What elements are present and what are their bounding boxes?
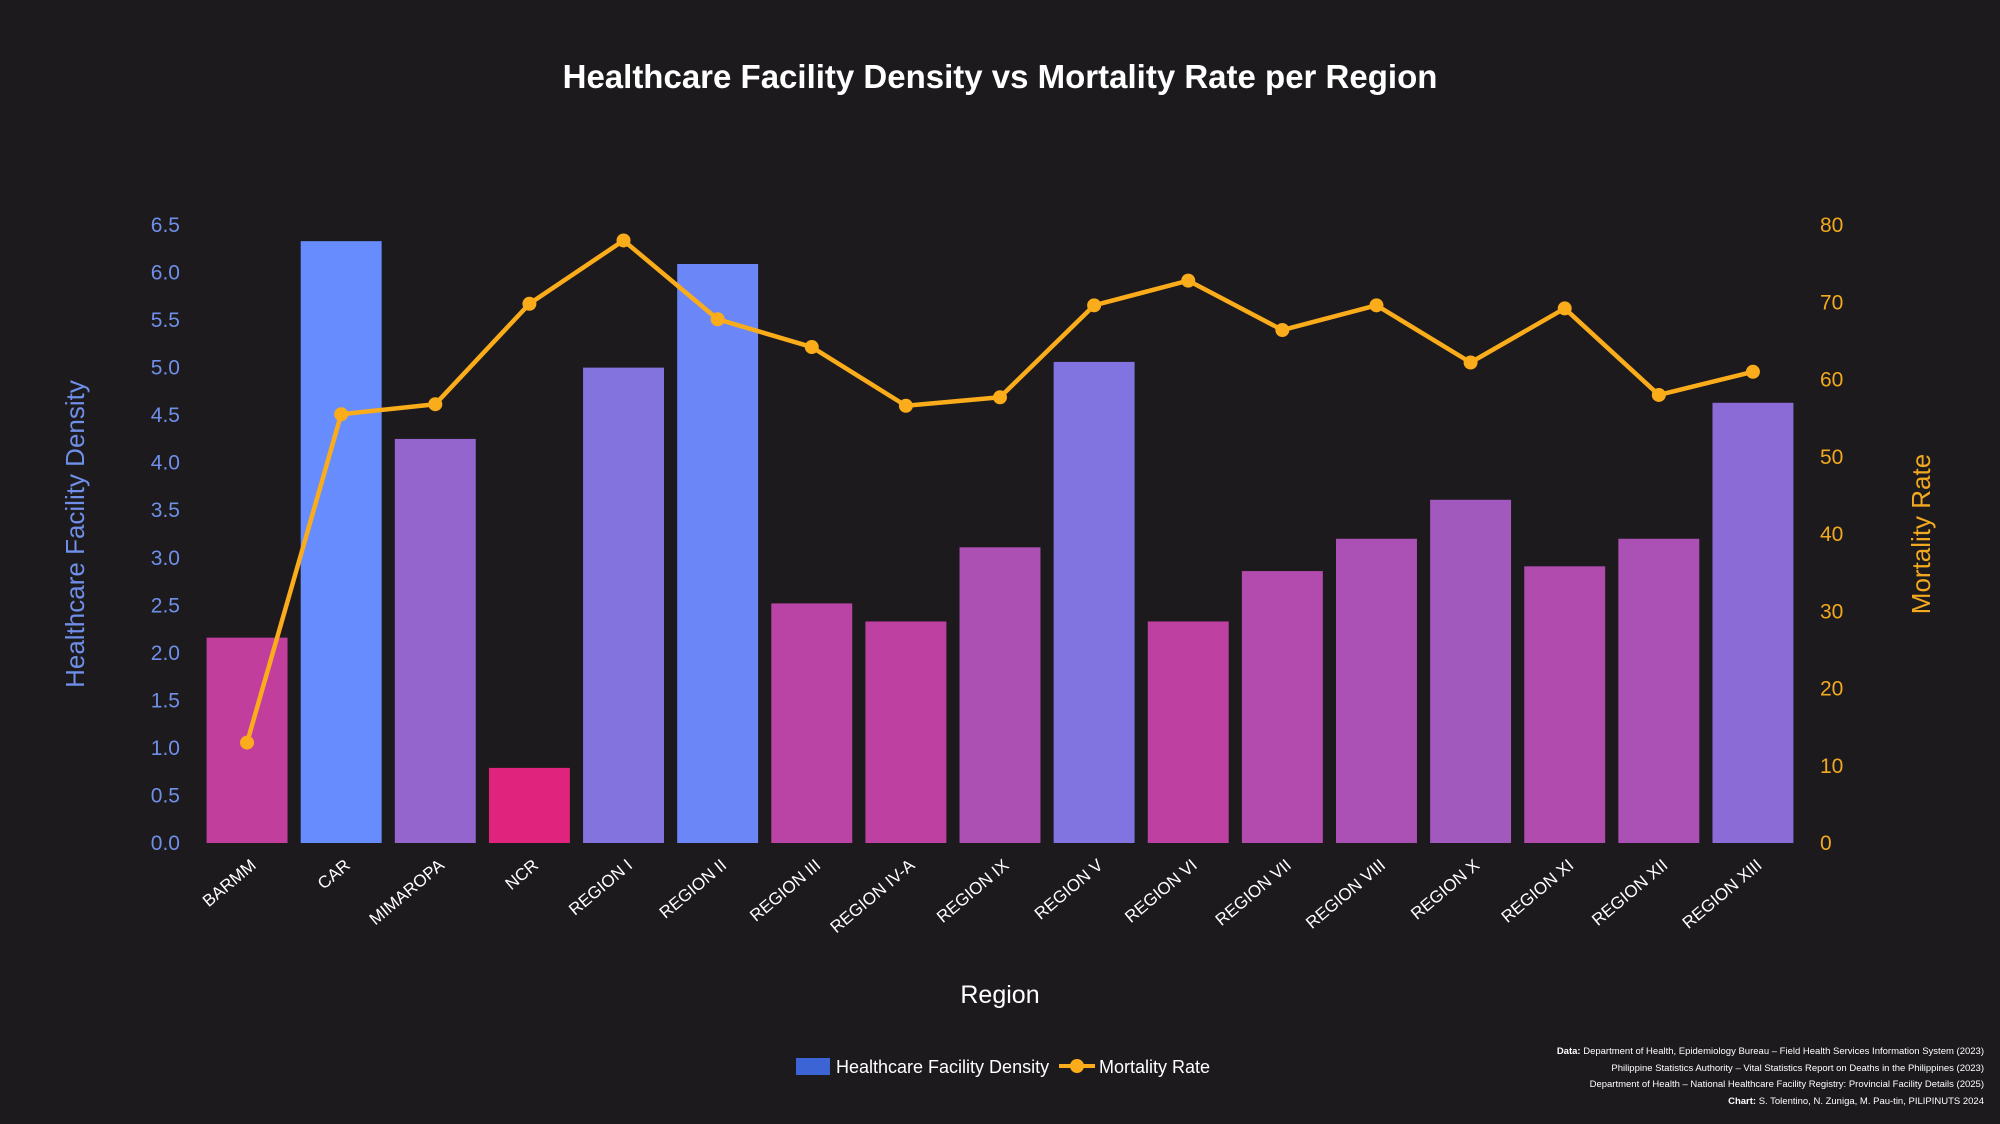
bar-mimaropa [394,438,476,843]
footnote-chart-label: Chart: [1728,1095,1757,1107]
left-tick-label: 4.0 [151,452,180,475]
footnote-source-2: Philippine Statistics Authority – Vital … [1611,1062,1984,1074]
bar-series [206,241,1794,843]
bar-region-xiii [1712,402,1794,843]
footnote-data-label: Data: [1556,1046,1581,1057]
left-tick-label: 1.5 [151,689,180,712]
point-ncr [522,296,537,311]
x-tick-label: MIMAROPA [366,855,449,929]
left-tick-label: 5.0 [151,357,180,380]
left-tick-label: 6.5 [151,214,180,237]
right-tick-label: 80 [1820,214,1843,237]
point-region-ix [993,390,1007,405]
bar-region-v [1053,361,1135,843]
footnote-source-3: Department of Health – National Healthca… [1589,1079,1984,1090]
x-tick-label: REGION I [565,856,636,920]
right-tick-label: 60 [1820,369,1843,392]
line-series [240,233,1760,750]
point-car [334,407,349,422]
bar-region-xi [1524,566,1606,843]
legend-bar-swatch [796,1058,830,1075]
point-region-iv-a [898,398,913,413]
x-axis-ticks: BARMM CAR MIMAROPA NCR REGION I REGION II REGI… [199,855,1766,937]
point-region-x [1463,355,1478,370]
point-region-v [1087,298,1102,313]
bar-region-viii [1336,538,1417,843]
left-tick-label: 6.0 [151,262,180,285]
legend: Healthcare Facility Density Mortality Ra… [796,1057,1210,1077]
left-tick-label: 5.5 [151,309,180,332]
left-tick-label: 3.0 [151,547,180,570]
point-mimaropa [428,397,443,412]
bar-region-i [583,367,664,843]
point-region-xii [1651,387,1666,402]
bar-ncr [488,767,570,843]
left-tick-label: 3.5 [151,499,180,522]
x-axis-label: Region [960,981,1039,1009]
x-tick-label: REGION VIII [1302,856,1389,933]
footnote-chart-line: Chart: S. Tolentino, N. Zuniga, M. Pau-t… [1557,1094,1984,1111]
x-tick-label: REGION IX [933,856,1013,927]
point-region-xi [1557,301,1572,316]
x-tick-label: REGION XIII [1679,856,1766,933]
right-tick-label: 0 [1820,832,1832,855]
right-tick-label: 20 [1820,678,1843,701]
left-tick-label: 1.0 [151,737,180,760]
bar-region-iii [771,603,853,843]
legend-label-mortality: Mortality Rate [1099,1057,1210,1077]
x-tick-label: REGION XI [1498,856,1578,927]
right-tick-label: 30 [1820,600,1843,623]
point-region-iii [804,340,819,355]
footnote-data-line: Data: Department of Health, Epidemiology… [1557,1044,1984,1061]
right-tick-label: 10 [1820,755,1843,778]
legend-label-density: Healthcare Facility Density [836,1057,1049,1077]
point-region-xiii [1745,364,1760,379]
bar-region-ix [959,547,1041,843]
footnote-credits: S. Tolentino, N. Zuniga, M. Pau-tin, PIL… [1758,1095,1984,1107]
y-axis-left-label: Healthcare Facility Density [60,380,90,688]
point-region-vi [1181,273,1196,288]
x-tick-label: REGION VII [1212,856,1295,930]
point-region-i [616,233,631,248]
point-barmm [240,735,255,750]
legend-line-marker [1070,1059,1084,1073]
source-footnote: Data: Department of Health, Epidemiology… [1557,1044,1984,1110]
x-tick-label: REGION X [1407,856,1483,924]
x-tick-label: REGION IV-A [827,855,919,937]
left-axis-ticks: 0.0 0.5 1.0 1.5 2.0 2.5 3.0 3.5 4.0 4.5 5.0 5.5 6.0 6… [151,214,180,855]
x-tick-label: REGION II [656,856,730,923]
left-tick-label: 0.5 [151,784,180,807]
right-tick-label: 50 [1820,446,1843,469]
x-tick-label: REGION V [1031,855,1107,923]
point-region-vii [1275,323,1290,338]
right-axis-ticks: 0 10 20 30 40 50 60 70 80 [1820,214,1843,855]
point-region-viii [1369,298,1384,313]
x-tick-label: REGION XII [1588,856,1671,930]
bar-region-vii [1241,571,1323,843]
left-tick-label: 2.5 [151,594,180,617]
bar-region-xii [1618,538,1700,843]
x-tick-label: REGION VI [1121,856,1201,927]
bar-region-ii [677,263,759,843]
point-region-ii [710,312,725,327]
left-tick-label: 2.0 [151,642,180,665]
bar-region-x [1430,499,1512,843]
footnote-source-1: Department of Health, Epidemiology Burea… [1583,1046,1984,1057]
bar-region-iv-a [865,621,947,843]
right-tick-label: 40 [1820,523,1843,546]
x-tick-label: CAR [314,856,354,894]
y-axis-right-label: Mortality Rate [1906,454,1936,614]
left-tick-label: 4.5 [151,404,180,427]
right-tick-label: 70 [1820,291,1843,314]
x-tick-label: BARMM [199,856,260,911]
x-tick-label: REGION III [746,856,824,926]
chart-title: Healthcare Facility Density vs Mortality… [563,58,1438,95]
x-tick-label: NCR [502,856,542,894]
bar-region-vi [1147,621,1229,843]
bar-car [300,241,382,843]
left-tick-label: 0.0 [151,832,180,855]
